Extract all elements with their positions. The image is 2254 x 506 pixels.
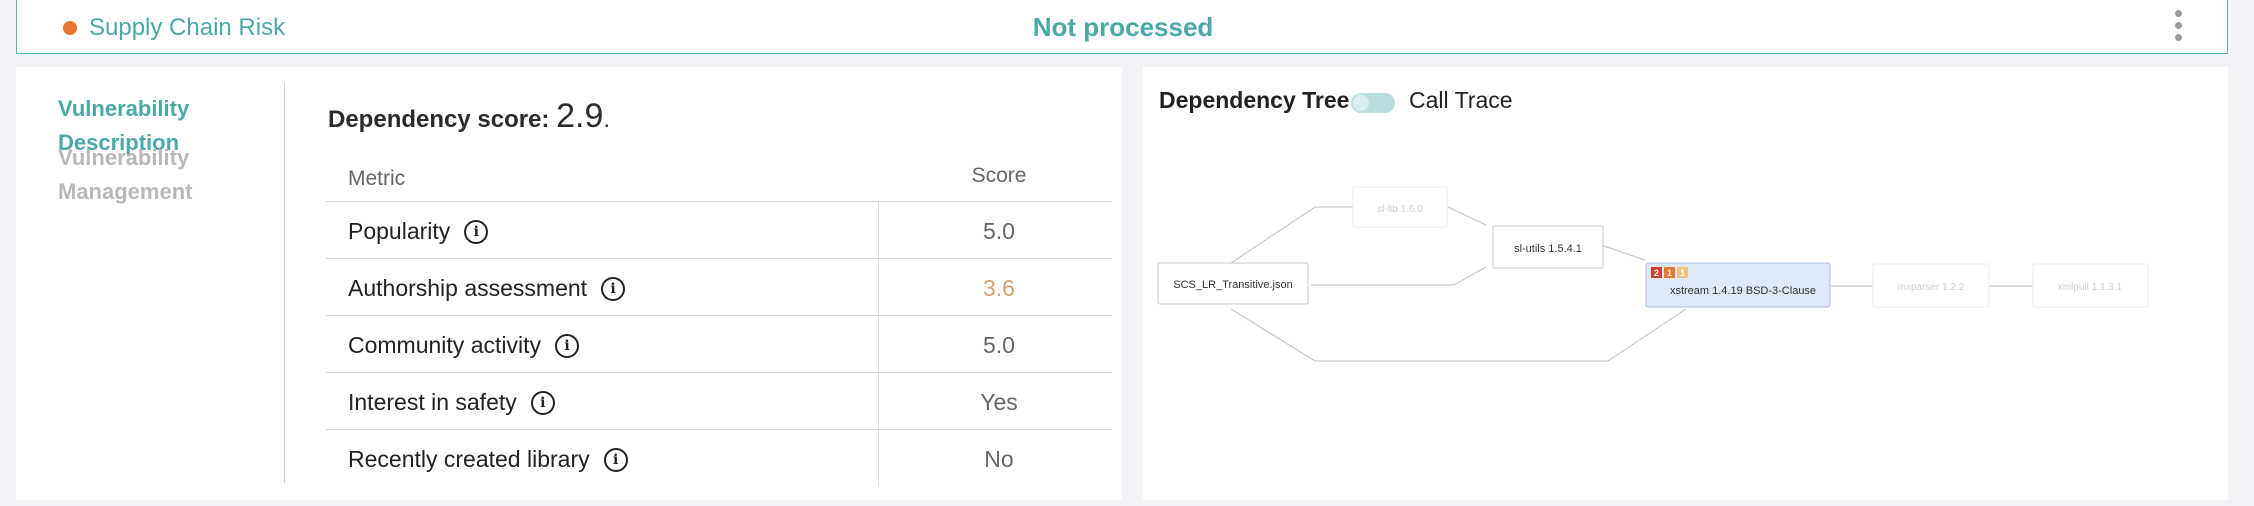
view-toggle[interactable]	[1351, 93, 1395, 113]
high-badge-icon	[1664, 267, 1675, 278]
processing-status: Not processed	[1032, 12, 1214, 42]
metric-score: 3.6	[983, 275, 1015, 301]
node-sl-lib[interactable]: sl-lib 1.6.0	[1352, 186, 1448, 228]
dependency-score-suffix: .	[603, 106, 611, 133]
info-icon[interactable]: i	[601, 276, 626, 301]
node-sl-utils-label: sl-utils 1.5.4.1	[1514, 243, 1582, 255]
critical-badge-icon	[1651, 267, 1662, 278]
table-row: Popularity i 5.0	[326, 202, 1112, 259]
metric-name: Popularity	[348, 218, 451, 244]
status-dot-icon	[63, 21, 77, 35]
dependency-score-value: 2.9	[556, 97, 604, 135]
more-options-icon[interactable]	[2175, 10, 2183, 44]
tab-dependency-tree[interactable]: Dependency Tree	[1159, 87, 1350, 113]
svg-text:2: 2	[1654, 268, 1659, 278]
node-xstream[interactable]: 2 1 1 xstream 1.4.19 BSD-3-Clause	[1645, 262, 1831, 308]
metrics-table: Metric Score Popularity i 5.0 Authorship …	[326, 147, 1112, 486]
score-column-header: Score	[971, 164, 1027, 187]
nav-vulnerability-management[interactable]: Vulnerability Management	[58, 145, 193, 204]
metrics-table-header: Metric Score	[326, 147, 1112, 202]
node-mxparser-label: mxparser 1.2.2	[1898, 282, 1965, 293]
svg-text:1: 1	[1667, 268, 1672, 278]
dependency-panel: Dependency Tree Call Trace SCS_LR_Transi…	[1143, 67, 2228, 500]
info-icon[interactable]: i	[554, 333, 579, 358]
table-row: Recently created library i No	[326, 430, 1112, 486]
node-sl-utils[interactable]: sl-utils 1.5.4.1	[1492, 225, 1604, 269]
table-row: Interest in safety i Yes	[326, 373, 1112, 430]
node-mxparser[interactable]: mxparser 1.2.2	[1872, 263, 1990, 308]
metric-score: 5.0	[983, 218, 1015, 244]
node-xmlpull-label: xmlpull 1.1.3.1	[2058, 282, 2123, 293]
dependency-score-label: Dependency score:	[328, 106, 550, 133]
node-root[interactable]: SCS_LR_Transitive.json	[1157, 262, 1309, 305]
info-icon[interactable]: i	[464, 219, 489, 244]
risk-title[interactable]: Supply Chain Risk	[89, 14, 286, 41]
node-xmlpull[interactable]: xmlpull 1.1.3.1	[2032, 263, 2149, 308]
node-sl-lib-label: sl-lib 1.6.0	[1377, 204, 1423, 215]
tab-call-trace[interactable]: Call Trace	[1409, 87, 1513, 113]
table-row: Authorship assessment i 3.6	[326, 259, 1112, 316]
node-root-label: SCS_LR_Transitive.json	[1173, 279, 1292, 291]
metric-score: No	[984, 446, 1014, 472]
metric-column-header: Metric	[348, 167, 406, 190]
info-icon[interactable]: i	[603, 447, 628, 472]
nav-vulnerability-description[interactable]: Vulnerability Description	[58, 96, 190, 155]
svg-text:1: 1	[1680, 268, 1685, 278]
metric-name: Authorship assessment	[348, 275, 588, 301]
nav-divider	[284, 83, 285, 483]
metric-name: Recently created library	[348, 446, 590, 472]
info-icon[interactable]: i	[530, 390, 555, 415]
metric-name: Community activity	[348, 332, 541, 358]
dependency-graph: SCS_LR_Transitive.json sl-lib 1.6.0 sl-u…	[1157, 186, 2149, 362]
metric-name: Interest in safety	[348, 389, 517, 415]
metric-score: 5.0	[983, 332, 1015, 358]
risk-header-bar: Supply Chain Risk Not processed	[16, 0, 2228, 54]
dependency-score: Dependency score: 2.9.	[328, 97, 610, 136]
toggle-knob	[1353, 95, 1369, 111]
medium-badge-icon	[1677, 267, 1688, 278]
table-row: Community activity i 5.0	[326, 316, 1112, 373]
vulnerability-panel: Vulnerability Description Vulnerability …	[16, 67, 1122, 500]
metric-score: Yes	[980, 389, 1018, 415]
node-xstream-label: xstream 1.4.19 BSD-3-Clause	[1670, 285, 1816, 297]
